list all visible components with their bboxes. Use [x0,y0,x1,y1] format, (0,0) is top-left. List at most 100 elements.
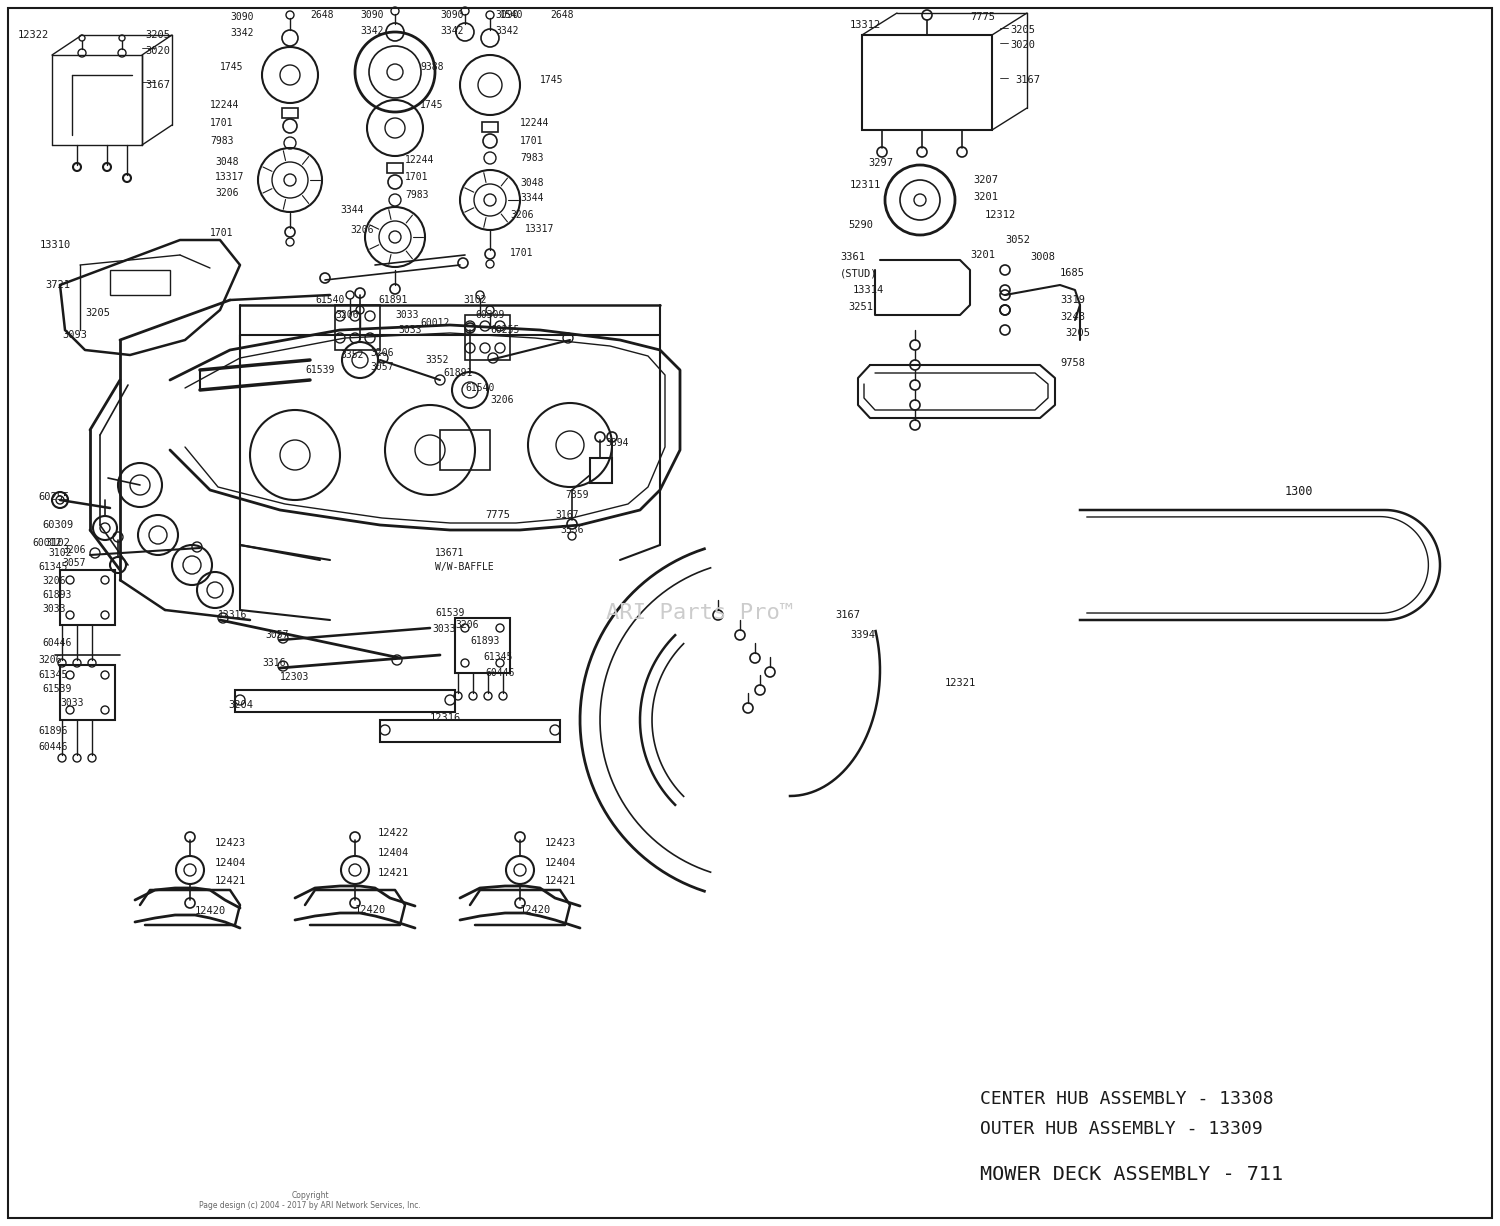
Text: 3316: 3316 [262,658,285,668]
Text: 3394: 3394 [850,630,874,640]
Text: 3207: 3207 [974,175,998,185]
Text: 3342: 3342 [360,26,384,36]
Text: 12316: 12316 [217,611,248,620]
Text: 3057: 3057 [62,558,86,568]
Text: 1685: 1685 [1060,268,1084,278]
Text: 7983: 7983 [405,190,429,200]
Text: 12244: 12244 [210,101,240,110]
Bar [380,720,560,742]
Text: 12404: 12404 [378,848,410,858]
Text: 3206: 3206 [62,546,86,555]
Text: 3033: 3033 [42,604,66,614]
Text: 60446: 60446 [42,638,72,649]
Text: 61891: 61891 [442,368,472,378]
Text: 12422: 12422 [378,828,410,839]
Text: 12404: 12404 [544,858,576,868]
Text: 3206: 3206 [454,620,478,630]
Text: 12420: 12420 [520,905,552,915]
Bar [465,315,510,360]
Text: 3093: 3093 [62,330,87,340]
Text: 12311: 12311 [850,180,882,190]
Bar [454,618,510,673]
Text: 61539: 61539 [435,608,465,618]
Text: CENTER HUB ASSEMBLY - 13308: CENTER HUB ASSEMBLY - 13308 [980,1090,1274,1108]
Text: 61540: 61540 [465,383,495,394]
Text: 60446: 60446 [38,742,68,752]
Text: 3167: 3167 [555,510,579,520]
Text: 3057: 3057 [370,362,393,371]
Text: 13314: 13314 [853,284,885,295]
Text: 3206: 3206 [334,310,358,320]
Bar [440,430,491,470]
Text: 3057: 3057 [266,630,288,640]
Text: 12303: 12303 [280,672,309,682]
Text: 12423: 12423 [544,839,576,848]
Text: 3020: 3020 [146,47,170,56]
Bar [482,123,498,132]
Text: 2648: 2648 [550,10,573,20]
Text: 12322: 12322 [18,29,50,40]
Text: 3536: 3536 [560,525,584,535]
Text: 3167: 3167 [836,611,860,620]
Text: 13317: 13317 [214,172,244,181]
Text: 3201: 3201 [970,250,994,260]
Text: 3090: 3090 [440,10,464,20]
Text: 61345: 61345 [38,562,68,573]
Text: 3352: 3352 [424,356,448,365]
Text: 12404: 12404 [214,858,246,868]
Text: 3033: 3033 [394,310,418,320]
Text: 7775: 7775 [484,510,510,520]
Text: 3394: 3394 [604,438,628,447]
Text: 3206: 3206 [350,226,374,235]
Text: 3206: 3206 [38,655,62,664]
Text: 60255: 60255 [38,492,69,501]
Text: 60012: 60012 [420,318,450,329]
Text: 3205: 3205 [146,29,170,40]
Bar [590,459,612,483]
Text: 12312: 12312 [986,210,1017,219]
Text: 61893: 61893 [470,636,500,646]
Text: 12421: 12421 [544,877,576,886]
Text: 3344: 3344 [520,192,543,204]
Bar [60,570,116,625]
Text: 3206: 3206 [370,348,393,358]
Text: 7983: 7983 [520,153,543,163]
Text: 3721: 3721 [45,280,70,291]
Text: MOWER DECK ASSEMBLY - 711: MOWER DECK ASSEMBLY - 711 [980,1165,1282,1184]
Text: 3251: 3251 [847,302,873,311]
Text: OUTER HUB ASSEMBLY - 13309: OUTER HUB ASSEMBLY - 13309 [980,1121,1263,1138]
Text: 3342: 3342 [230,28,254,38]
Text: 1701: 1701 [210,118,234,128]
Text: 3205: 3205 [1010,25,1035,36]
Text: 61540: 61540 [315,295,345,305]
Text: 61891: 61891 [378,295,408,305]
Text: 2648: 2648 [310,10,333,20]
Text: 12420: 12420 [195,906,226,916]
Text: 3206: 3206 [214,188,238,199]
Text: 13317: 13317 [525,224,555,234]
Text: 12321: 12321 [945,678,976,688]
Text: 60255: 60255 [490,325,519,335]
Text: 3206: 3206 [490,395,513,405]
Text: 61345: 61345 [483,652,513,662]
Bar [387,163,404,173]
Text: 60012: 60012 [32,538,62,548]
Bar [334,305,380,349]
Text: 13310: 13310 [40,240,72,250]
Text: 3102: 3102 [464,295,486,305]
Bar [60,664,116,720]
Text: 3102: 3102 [45,538,70,548]
Text: 3090: 3090 [360,10,384,20]
Text: 12420: 12420 [356,905,387,915]
Text: 3033: 3033 [398,325,422,335]
Text: 3008: 3008 [1030,253,1054,262]
Text: 3361: 3361 [840,253,866,262]
Text: 7359: 7359 [566,490,588,500]
Text: 3204: 3204 [228,700,254,710]
Text: 3342: 3342 [495,26,519,36]
Text: (STUD): (STUD) [840,268,878,278]
Text: 3201: 3201 [974,192,998,202]
Text: 1745: 1745 [420,101,444,110]
Text: 13671: 13671 [435,548,465,558]
Text: 3033: 3033 [432,624,456,634]
